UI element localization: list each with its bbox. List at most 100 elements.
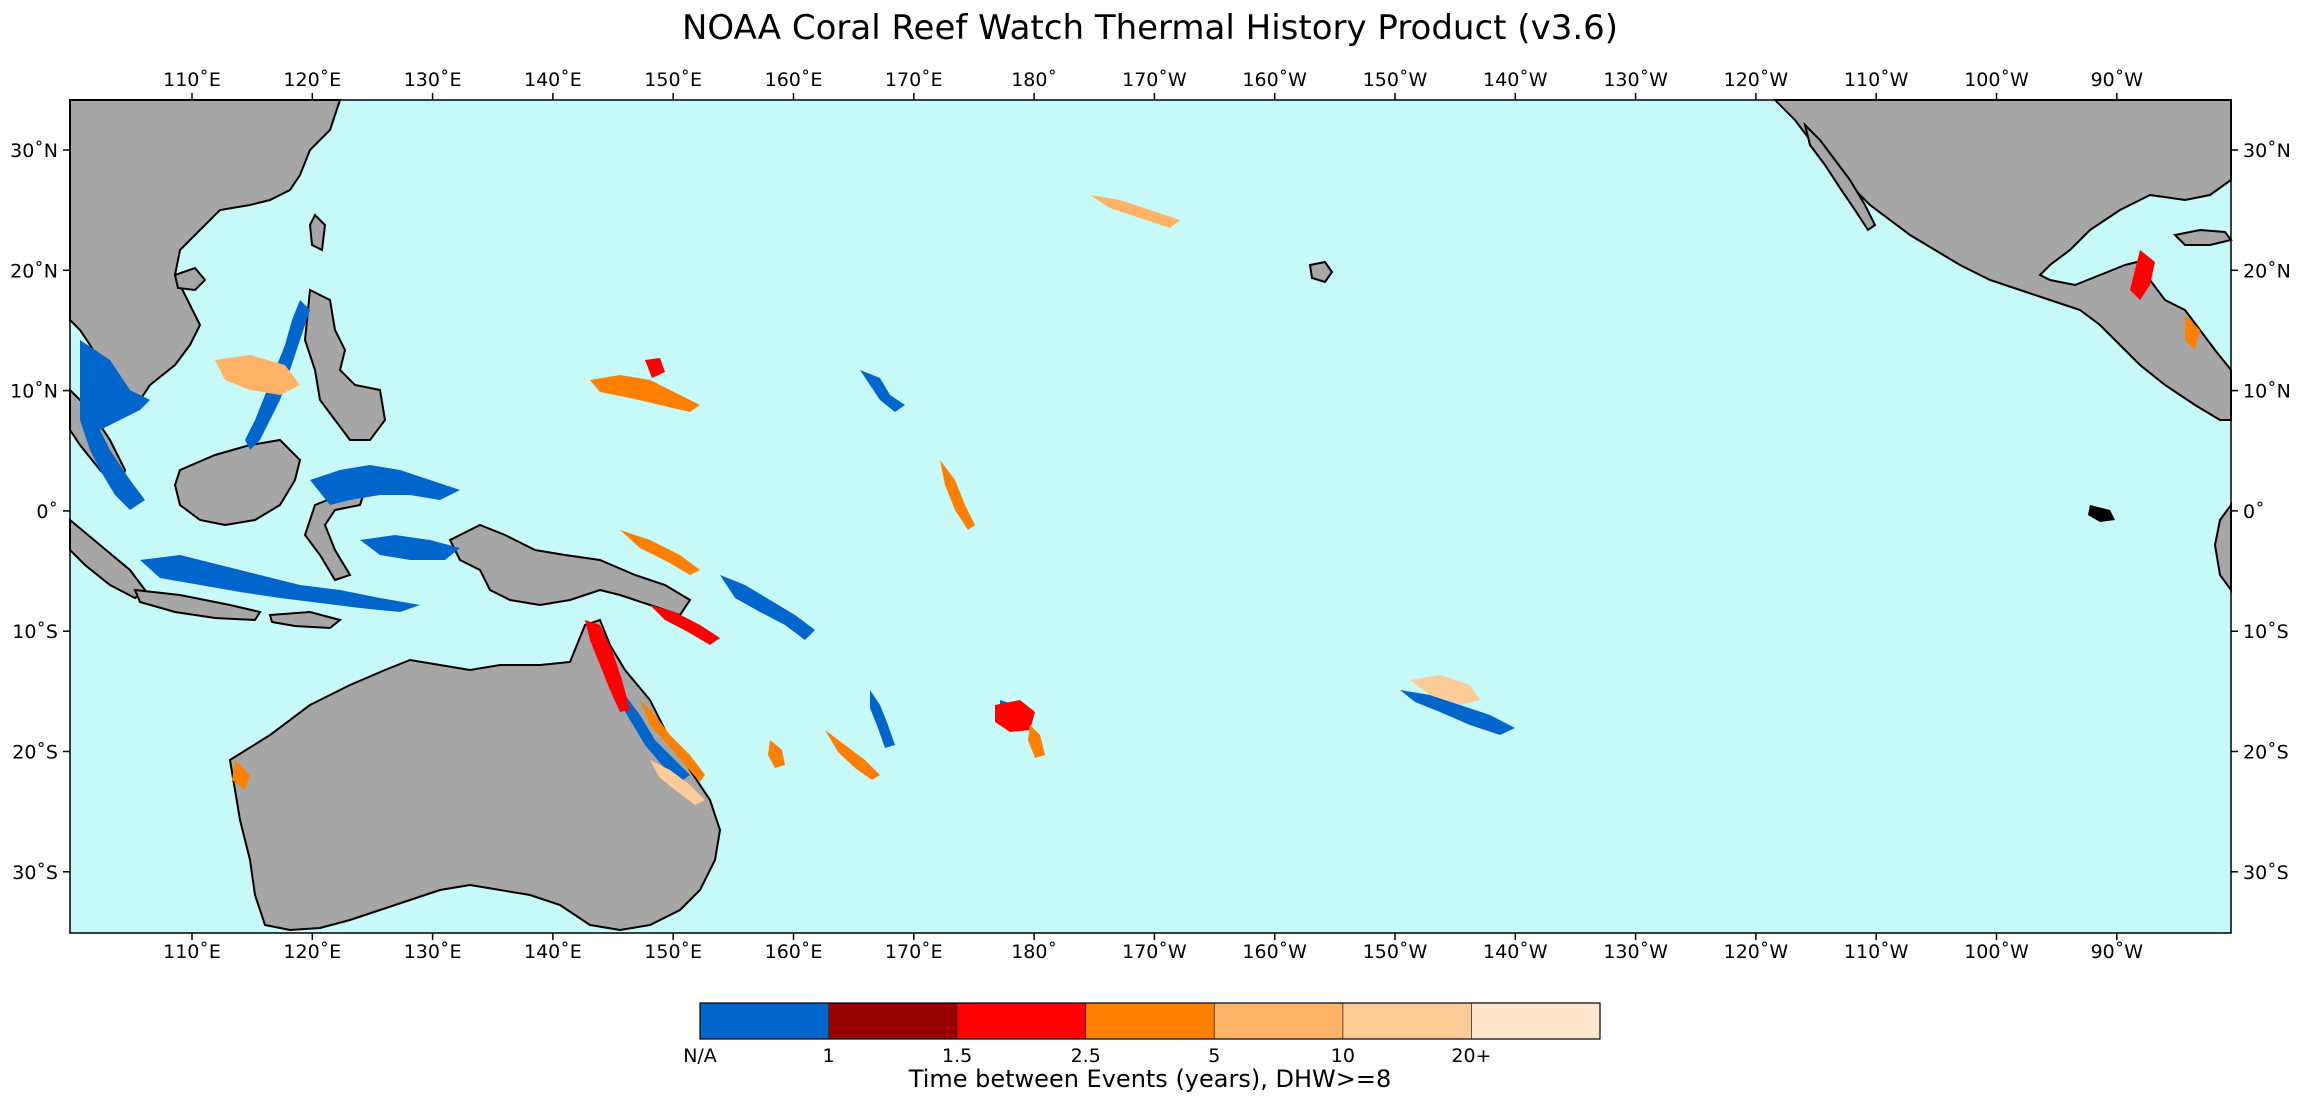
lat-tick-right-label: 20˚N (2243, 260, 2291, 282)
colorbar-segment (956, 1002, 1087, 1040)
reef-cluster-marianas-red (645, 358, 665, 378)
land-hainan (173, 266, 207, 292)
lat-tick-left-label: 10˚S (12, 621, 58, 643)
lon-tick-top-label: 120˚E (283, 69, 341, 91)
reef-cluster-gbr-peach (650, 760, 705, 805)
colorbar-segment (1213, 1002, 1344, 1040)
lat-tick-left-label: 30˚S (12, 862, 58, 884)
reef-cluster-png-red (650, 605, 720, 645)
lat-tick-right-label: 20˚S (2243, 742, 2289, 764)
lon-tick-top-label: 110˚W (1844, 69, 1909, 91)
reef-cluster-hawaii-orange (1090, 195, 1180, 228)
lat-tick-left-label: 20˚S (12, 742, 58, 764)
reef-cluster-galapagos (2088, 505, 2115, 522)
lon-tick-top-label: 140˚E (524, 69, 582, 91)
colorbar-label: Time between Events (years), DHW>=8 (908, 1065, 1392, 1093)
lat-tick-right-label: 10˚N (2243, 381, 2291, 403)
lon-tick-top-label: 150˚E (644, 69, 702, 91)
lon-tick-top-label: 130˚E (404, 69, 462, 91)
lon-tick-top-label: 130˚W (1603, 69, 1668, 91)
reef-cluster-vanuatu (870, 690, 895, 748)
lon-tick-bottom-label: 90˚W (2091, 941, 2144, 963)
lat-tick-right-label: 30˚N (2243, 140, 2291, 162)
land-sumatra (69, 517, 147, 600)
colorbar-tick-label: 2.5 (1071, 1045, 1101, 1067)
lon-tick-top-label: 120˚W (1724, 69, 1789, 91)
lat-tick-left-label: 20˚N (10, 260, 58, 282)
reef-cluster-marshall (860, 370, 905, 412)
lon-ticks-bottom: 110˚E 120˚E 130˚E 140˚E 150˚E 160˚E 170˚E 180˚ 1… (163, 933, 2143, 963)
lat-tick-right-label: 0˚ (2243, 501, 2265, 523)
reef-cluster-tahiti-peach (1410, 675, 1480, 705)
reef-cluster-caribbean-orange (2185, 315, 2200, 350)
lon-tick-top-label: 170˚W (1122, 69, 1187, 91)
reef-cluster-sulawesi (310, 465, 460, 505)
colorbar: N/A 1 1.5 2.5 5 10 20+ (683, 1002, 1601, 1067)
reef-cluster-wa-orange (232, 760, 250, 790)
lon-tick-bottom-label: 120˚E (283, 941, 341, 963)
colorbar-segment (699, 1002, 829, 1040)
lon-tick-bottom-label: 130˚E (404, 941, 462, 963)
thermal-history-pixels (80, 195, 2200, 805)
lon-tick-bottom-label: 160˚E (765, 941, 823, 963)
map-title: NOAA Coral Reef Watch Thermal History Pr… (681, 8, 1619, 48)
reef-cluster-png-orange (620, 530, 700, 575)
lat-tick-left-label: 0˚ (36, 501, 58, 523)
lat-ticks-right: 30˚N 20˚N 10˚N 0˚ 10˚S 20˚S 30˚S (2231, 140, 2291, 884)
reef-cluster-tuamotu (1400, 690, 1515, 735)
colorbar-tick-label: 5 (1208, 1045, 1220, 1067)
reef-cluster-fiji-red (995, 700, 1035, 732)
lon-tick-bottom-label: 150˚W (1363, 941, 1428, 963)
land-baja (1803, 121, 1877, 232)
reef-cluster-caribbean-red (2130, 250, 2155, 300)
lon-tick-bottom-label: 170˚E (885, 941, 943, 963)
lat-ticks-left: 30˚N 20˚N 10˚N 0˚ 10˚S 20˚S 30˚S (10, 140, 70, 884)
colorbar-tick-label: 1.5 (942, 1045, 972, 1067)
lon-tick-top-label: 170˚E (885, 69, 943, 91)
reef-cluster-sunda (80, 340, 150, 510)
reef-cluster-banda (360, 535, 460, 560)
lon-tick-top-label: 150˚W (1363, 69, 1428, 91)
lat-tick-left-label: 30˚N (10, 140, 58, 162)
reef-cluster-gbr-orange (640, 700, 705, 782)
land-lesser-sunda (268, 610, 343, 630)
reef-cluster-marianas-orange (590, 375, 700, 412)
lon-tick-bottom-label: 180˚ (1011, 941, 1057, 963)
lon-ticks-top: 110˚E 120˚E 130˚E 140˚E 150˚E 160˚E 170˚E 180˚ 1… (163, 69, 2143, 100)
lon-tick-bottom-label: 100˚W (1964, 941, 2029, 963)
colorbar-tick-label: N/A (683, 1045, 717, 1067)
lon-tick-top-label: 100˚W (1964, 69, 2029, 91)
map-frame (69, 99, 2232, 934)
colorbar-segment (1342, 1002, 1472, 1040)
land-hawaii (1308, 260, 1334, 284)
lat-tick-right-label: 30˚S (2243, 862, 2289, 884)
reef-cluster-gbr-blue (610, 680, 690, 782)
colorbar-segment (1471, 1002, 1601, 1040)
lon-tick-bottom-label: 140˚E (524, 941, 582, 963)
lon-tick-top-label: 160˚E (765, 69, 823, 91)
colorbar-tick-label: 10 (1331, 1045, 1355, 1067)
land-taiwan (308, 213, 327, 252)
land-australia (228, 618, 722, 932)
colorbar-tick-label: 1 (823, 1045, 835, 1067)
lon-tick-bottom-label: 150˚E (644, 941, 702, 963)
lon-tick-bottom-label: 160˚W (1242, 941, 1307, 963)
lon-tick-top-label: 140˚W (1483, 69, 1548, 91)
lat-tick-left-label: 10˚N (10, 381, 58, 403)
lon-tick-bottom-label: 130˚W (1603, 941, 1668, 963)
lon-tick-bottom-label: 170˚W (1122, 941, 1187, 963)
reef-cluster-fiji-orange (1028, 725, 1045, 758)
lon-tick-top-label: 110˚E (163, 69, 221, 91)
lon-tick-top-label: 90˚W (2091, 69, 2144, 91)
reef-cluster-kiribati-orange (940, 460, 975, 530)
lon-tick-bottom-label: 140˚W (1483, 941, 1548, 963)
reef-cluster-java-sea (140, 555, 420, 612)
colorbar-segment (1085, 1002, 1215, 1040)
colorbar-tick-label: 20+ (1451, 1045, 1491, 1067)
lat-tick-right-label: 10˚S (2243, 621, 2289, 643)
lon-tick-bottom-label: 120˚W (1724, 941, 1789, 963)
reef-cluster-solomons (720, 575, 815, 640)
reef-cluster-scs-orange (215, 355, 300, 395)
colorbar-segment (828, 1002, 958, 1040)
